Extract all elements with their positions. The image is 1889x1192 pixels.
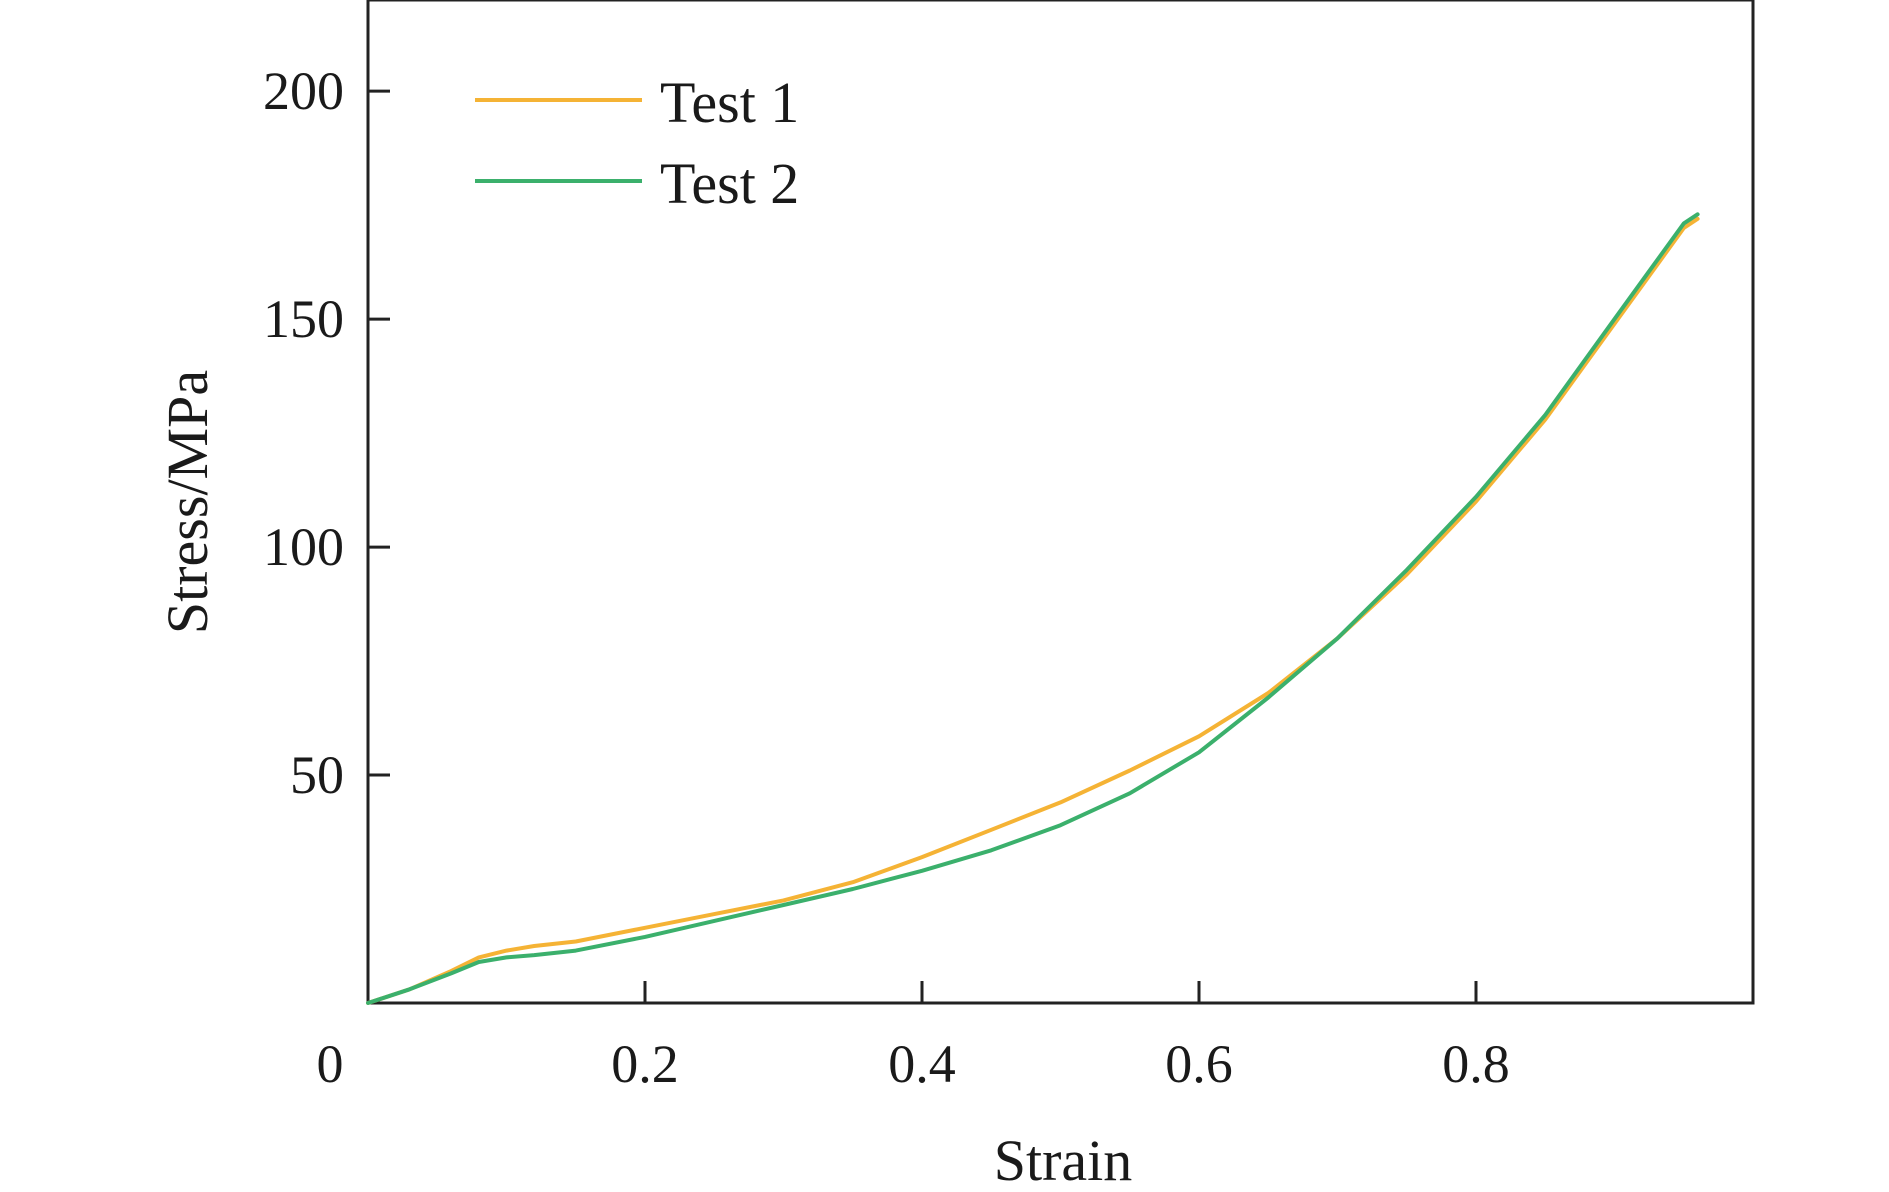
x-axis-ticks: 0.2 0.4 0.6 0.8 [611, 981, 1510, 1094]
x-tick-label: 0.8 [1442, 1034, 1510, 1094]
legend: Test 1 Test 2 [475, 70, 799, 216]
series-line-test-2 [366, 212, 1700, 1005]
y-axis-title: Stress/MPa [155, 370, 220, 634]
x-tick-label: 0.2 [611, 1034, 679, 1094]
legend-label-test-2: Test 2 [660, 151, 799, 216]
y-tick-label: 50 [290, 745, 344, 805]
y-axis-ticks: 50 100 150 200 [263, 61, 390, 805]
x-tick-label: 0.6 [1165, 1034, 1233, 1094]
legend-label-test-1: Test 1 [660, 70, 799, 135]
origin-label: 0 [317, 1034, 344, 1094]
y-tick-label: 200 [263, 61, 344, 121]
series-lines [366, 212, 1700, 1005]
x-tick-label: 0.4 [888, 1034, 956, 1094]
series-line-test-1 [366, 216, 1700, 1005]
y-tick-label: 150 [263, 289, 344, 349]
x-axis-title: Strain [994, 1128, 1133, 1192]
plot-frame [366, 0, 1755, 1005]
y-tick-label: 100 [263, 517, 344, 577]
